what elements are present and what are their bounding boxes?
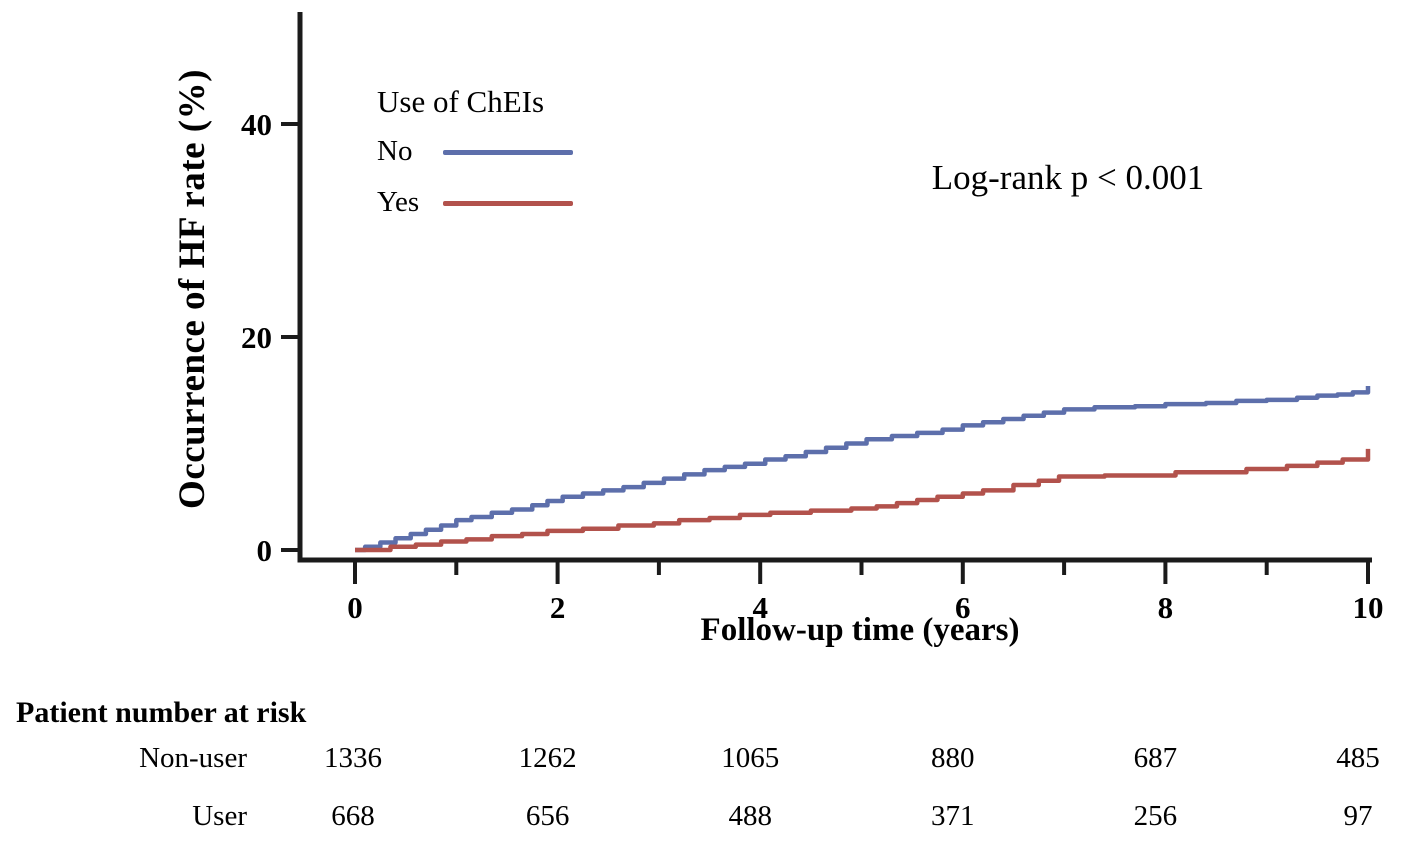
x-axis-ticks: 0 2 4 6 8 10: [347, 562, 1384, 625]
risk-count: 668: [331, 800, 375, 832]
risk-count: 488: [728, 800, 772, 832]
legend-title: Use of ChEIs: [377, 84, 545, 119]
y-tick-label: 20: [241, 320, 272, 355]
x-tick-label: 2: [550, 590, 566, 625]
y-axis-ticks: 0 20 40: [241, 107, 300, 568]
risk-count: 687: [1133, 742, 1178, 774]
risk-row-label-user: User: [192, 800, 247, 832]
risk-count: 656: [525, 800, 570, 832]
km-curve-no: [355, 385, 1371, 553]
risk-row-label-nonuser: Non-user: [139, 742, 247, 774]
risk-count: 1065: [721, 742, 780, 774]
risk-count: 880: [931, 742, 975, 774]
risk-count: 97: [1343, 800, 1373, 832]
x-tick-label: 4: [752, 590, 768, 625]
risk-count: 485: [1336, 742, 1380, 774]
legend: Use of ChEIs No Yes: [377, 84, 573, 236]
legend-label-no: No: [377, 134, 413, 167]
risk-count: 371: [931, 800, 975, 832]
km-curve-yes: [355, 448, 1371, 553]
x-tick-label: 8: [1158, 590, 1174, 625]
km-curves: [355, 385, 1371, 553]
risk-count: 1336: [324, 742, 382, 774]
legend-line-no: [443, 149, 573, 155]
legend-entry-no: No: [377, 134, 573, 168]
risk-table-title: Patient number at risk: [16, 696, 307, 729]
risk-count: 256: [1133, 800, 1178, 832]
y-tick-label: 40: [241, 107, 272, 142]
legend-label-yes: Yes: [377, 185, 420, 218]
log-rank-annotation: Log-rank p < 0.001: [931, 158, 1205, 197]
legend-entry-yes: Yes: [377, 185, 573, 219]
x-tick-label: 10: [1353, 590, 1384, 625]
y-tick-label: 0: [257, 533, 273, 568]
x-tick-label: 0: [347, 590, 363, 625]
legend-line-yes: [443, 200, 573, 206]
risk-count: 1262: [518, 742, 577, 774]
y-axis-title: Occurrence of HF rate (%): [172, 69, 213, 509]
x-axis-title: Follow-up time (years): [700, 612, 1020, 648]
x-tick-label: 6: [955, 590, 971, 625]
